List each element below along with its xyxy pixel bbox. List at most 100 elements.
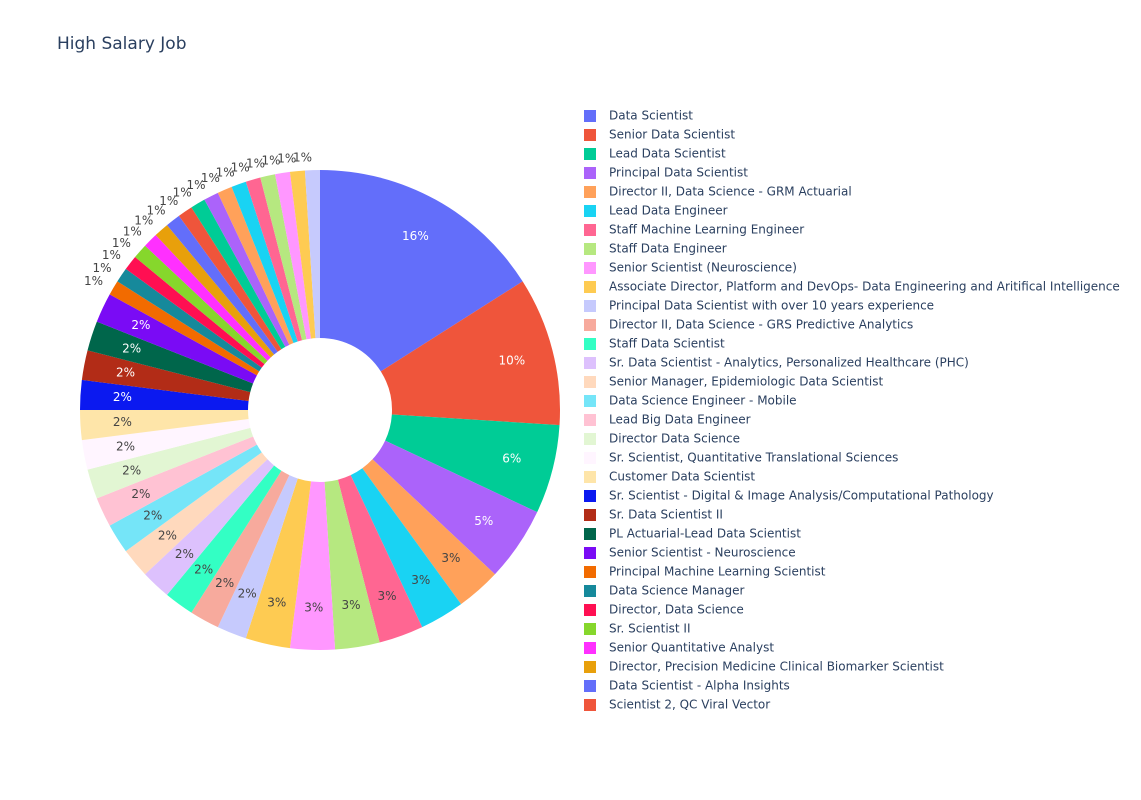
chart-title: High Salary Job — [57, 34, 186, 54]
legend-swatch — [584, 376, 596, 388]
legend-swatch — [584, 433, 596, 445]
pie-slice — [80, 410, 249, 441]
legend-swatch — [584, 547, 596, 559]
pie-slice — [337, 475, 423, 643]
legend-swatch — [584, 338, 596, 350]
legend-swatch — [584, 566, 596, 578]
pie-slice — [204, 192, 290, 347]
pie-slice — [191, 199, 286, 350]
slice-label: 6% — [502, 452, 521, 466]
slice-label: 2% — [143, 509, 162, 523]
legend-label: Lead Big Data Engineer — [609, 413, 751, 427]
legend-label: Director, Data Science — [609, 603, 744, 617]
pie-slice — [125, 452, 268, 575]
pie-slice — [135, 245, 268, 365]
pie: 16%10%6%5%3%3%3%3%3%3%2%2%2%2%2%2%2%2%2%… — [80, 151, 560, 650]
legend-label: Principal Data Scientist — [609, 166, 748, 180]
legend-swatch — [584, 148, 596, 160]
legend-label: Customer Data Scientist — [609, 470, 755, 484]
pie-slice — [117, 268, 262, 372]
slice-label: 2% — [158, 529, 177, 543]
legend-swatch — [584, 300, 596, 312]
pie-slice — [96, 436, 257, 526]
pie-slice — [167, 465, 282, 613]
pie-slice — [372, 440, 538, 575]
legend-swatch — [584, 680, 596, 692]
slice-label: 2% — [122, 464, 141, 478]
pie-slice — [87, 321, 254, 393]
legend-label: Director II, Data Science - GRS Predicti… — [609, 318, 913, 332]
slice-label: 1% — [293, 151, 312, 165]
legend-swatch — [584, 395, 596, 407]
legend-label: Lead Data Engineer — [609, 204, 728, 218]
slice-label: 1% — [231, 161, 250, 175]
pie-slice — [155, 225, 275, 358]
legend-label: PL Actuarial-Lead Data Scientist — [609, 527, 801, 541]
pie-slice — [167, 215, 278, 355]
legend-swatch — [584, 452, 596, 464]
slice-label: 1% — [123, 224, 142, 238]
pie-slice — [380, 281, 560, 426]
legend-swatch — [584, 623, 596, 635]
legend-swatch — [584, 167, 596, 179]
legend-swatch — [584, 262, 596, 274]
legend-swatch — [584, 471, 596, 483]
slice-label: 2% — [131, 318, 150, 332]
legend-swatch — [584, 414, 596, 426]
legend-swatch — [584, 699, 596, 711]
slice-label: 2% — [116, 440, 135, 454]
legend-label: Staff Machine Learning Engineer — [609, 223, 804, 237]
slice-label: 2% — [113, 390, 132, 404]
slice-label: 3% — [378, 589, 397, 603]
legend-label: Director Data Science — [609, 432, 740, 446]
legend-label: Senior Manager, Epidemiologic Data Scien… — [609, 375, 883, 389]
legend-swatch — [584, 186, 596, 198]
legend-swatch — [584, 604, 596, 616]
slice-label: 3% — [341, 598, 360, 612]
legend-label: Sr. Scientist II — [609, 622, 691, 636]
slice-label: 1% — [84, 274, 103, 288]
pie-slice — [385, 414, 560, 513]
pie-slice — [320, 170, 523, 372]
legend: Data Scientist Senior Data Scientist Lead … — [584, 109, 1120, 712]
slice-label: 16% — [402, 229, 429, 243]
pie-slice — [96, 294, 257, 384]
pie-slice — [289, 170, 316, 339]
pie-slice — [81, 419, 251, 470]
pie-slice — [217, 475, 298, 639]
slice-label: 1% — [112, 236, 131, 250]
legend-swatch — [584, 357, 596, 369]
slice-label: 1% — [134, 213, 153, 227]
legend-label: Sr. Scientist, Quantitative Translationa… — [609, 451, 898, 465]
slice-label: 5% — [474, 514, 493, 528]
pie-slice — [324, 479, 380, 650]
slice-label: 3% — [304, 600, 323, 614]
pie-slice — [80, 379, 249, 410]
pie-slice — [178, 207, 282, 352]
pie-slice — [81, 350, 251, 401]
legend-swatch — [584, 490, 596, 502]
legend-swatch — [584, 129, 596, 141]
legend-label: Principal Machine Learning Scientist — [609, 565, 826, 579]
slice-label: 1% — [147, 203, 166, 217]
legend-swatch — [584, 281, 596, 293]
slice-label: 1% — [187, 178, 206, 192]
legend-label: Staff Data Scientist — [609, 337, 725, 351]
legend-swatch — [584, 661, 596, 673]
legend-label: Associate Director, Platform and DevOps-… — [609, 280, 1120, 294]
pie-slice — [289, 481, 336, 650]
slice-label: 1% — [159, 194, 178, 208]
slice-label: 2% — [113, 415, 132, 429]
pie-slice — [245, 177, 303, 342]
slice-label: 2% — [175, 547, 194, 561]
slice-label: 1% — [93, 261, 112, 275]
legend-label: Principal Data Scientist with over 10 ye… — [609, 299, 934, 313]
slice-label: 1% — [216, 165, 235, 179]
slice-label: 2% — [116, 365, 135, 379]
slice-label: 2% — [194, 563, 213, 577]
legend-swatch — [584, 110, 596, 122]
pie-slice — [109, 281, 260, 376]
pie-slice — [304, 170, 320, 339]
slice-label: 2% — [122, 341, 141, 355]
